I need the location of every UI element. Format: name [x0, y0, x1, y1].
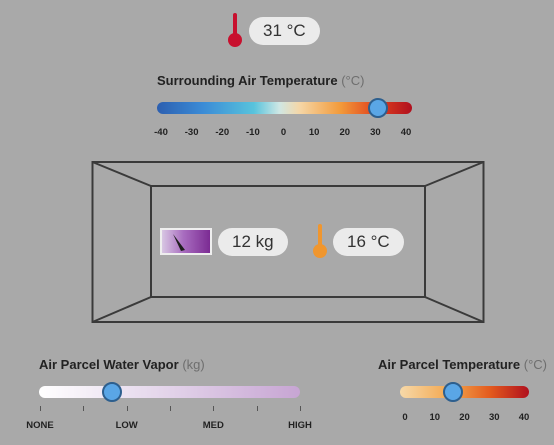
tick-label: -10	[246, 127, 260, 138]
water-vapor-gauge-icon	[160, 228, 212, 255]
minor-tick-mark	[256, 406, 258, 411]
parcel-temp-track[interactable]	[400, 386, 529, 398]
thermometer-orange-icon	[313, 224, 327, 258]
tick-label: 10	[429, 412, 441, 423]
tick-label: 20	[459, 412, 470, 423]
tick-label: 20	[339, 127, 351, 138]
parcel-temp-label: Air Parcel Temperature (°C)	[378, 357, 547, 372]
tick-label: -40	[154, 127, 168, 138]
tick-mark	[40, 406, 41, 411]
tick-label: 40	[400, 127, 412, 138]
tick-label: 40	[518, 412, 530, 423]
water-vapor-track[interactable]	[39, 386, 300, 398]
gauge-needle-icon	[173, 234, 185, 251]
tick-label: LOW	[115, 420, 138, 431]
tick-label: 30	[370, 127, 381, 138]
tick-label: HIGH	[288, 420, 312, 431]
minor-tick-mark	[170, 406, 171, 411]
surrounding-temp-readout: 31 °C	[249, 17, 320, 45]
minor-tick-mark	[83, 406, 85, 411]
surrounding-temp-track[interactable]	[157, 102, 412, 114]
surrounding-temp-label: Surrounding Air Temperature (°C)	[157, 73, 365, 88]
surrounding-temp-slider-handle[interactable]	[368, 98, 389, 118]
tick-label: 0	[280, 127, 287, 138]
tick-label: MED	[202, 420, 224, 431]
tick-label: 0	[402, 412, 408, 423]
tick-mark	[213, 406, 215, 411]
air-parcel-box	[91, 161, 485, 323]
water-vapor-label: Air Parcel Water Vapor (kg)	[39, 357, 205, 372]
tick-mark	[126, 406, 128, 411]
tick-label: 10	[308, 127, 320, 138]
tick-label: -20	[215, 127, 230, 138]
tick-mark	[300, 406, 301, 411]
water-vapor-slider-handle[interactable]	[102, 382, 123, 402]
parcel-temp-slider-handle[interactable]	[442, 382, 463, 402]
thermometer-red-icon	[228, 13, 242, 47]
tick-label: 30	[488, 412, 500, 423]
vapor-readout: 12 kg	[218, 228, 288, 256]
tick-label: NONE	[26, 420, 54, 431]
parcel-temp-readout: 16 °C	[333, 228, 404, 256]
tick-label: -30	[184, 127, 199, 138]
